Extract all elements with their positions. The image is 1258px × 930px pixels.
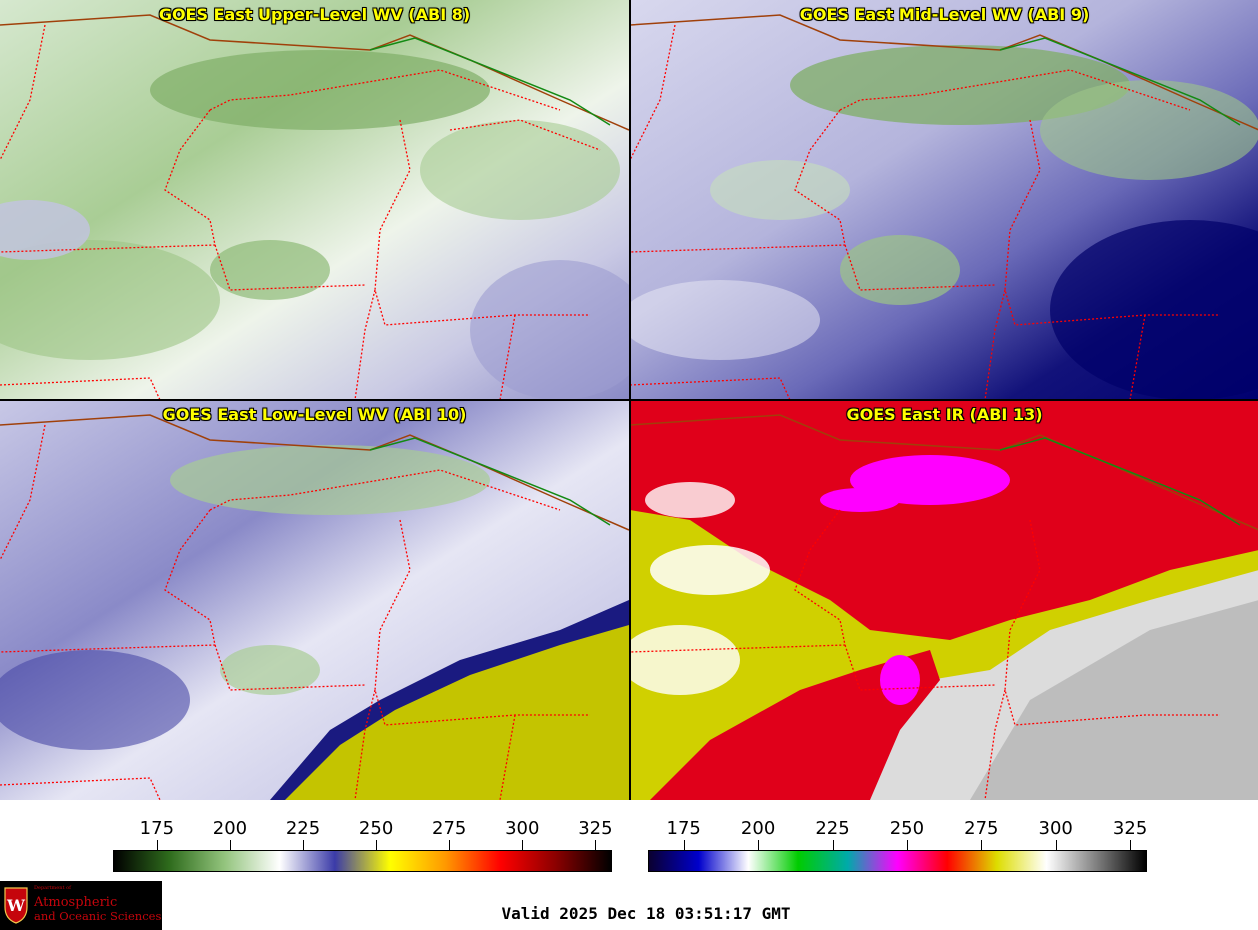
wv-tick-mark: [376, 840, 378, 850]
valid-time: Valid 2025 Dec 18 03:51:17 GMT: [501, 904, 791, 923]
wv-tick-label: 200: [212, 818, 248, 839]
ir-tick-label: 300: [1038, 818, 1073, 839]
ir-tick-mark: [1055, 840, 1057, 850]
panel-upper-wv: GOES East Upper-Level WV (ABI 8): [0, 0, 629, 400]
wv-tick-label: 225: [285, 818, 321, 839]
wv-mid-image: [630, 0, 1258, 400]
wv-tick-label: 300: [505, 818, 540, 839]
ir-tick-label: 275: [964, 818, 999, 839]
ir-tick-mark: [832, 840, 834, 850]
wv-tick-mark: [522, 840, 524, 850]
panel-title: GOES East Low-Level WV (ABI 10): [162, 405, 467, 424]
wv-tick-mark: [156, 840, 158, 850]
panel-title: GOES East Mid-Level WV (ABI 9): [799, 5, 1090, 24]
ir-tick-label: 325: [1112, 818, 1148, 839]
panel-ir: GOES East IR (ABI 13): [630, 400, 1258, 800]
panel-title: GOES East IR (ABI 13): [846, 405, 1043, 424]
wv-tick-label: 325: [578, 818, 613, 839]
wv-tick-mark: [595, 840, 597, 850]
wv-colorbar: [113, 850, 612, 872]
ir-tick-mark: [683, 840, 685, 850]
panel-title: GOES East Upper-Level WV (ABI 8): [158, 5, 471, 24]
ir-tick-mark: [981, 840, 983, 850]
wv-low-image: [0, 400, 629, 800]
ir-image: [630, 400, 1258, 800]
ir-tick-label: 175: [666, 818, 701, 839]
panel-mid-wv: GOES East Mid-Level WV (ABI 9): [630, 0, 1258, 400]
wv-tick-mark: [449, 840, 451, 850]
uw-crest-icon: W: [4, 887, 28, 924]
ir-tick-mark: [1130, 840, 1132, 850]
wv-tick-mark: [303, 840, 305, 850]
ir-colorbar: [648, 850, 1147, 872]
ir-tick-mark: [758, 840, 760, 850]
ir-tick-label: 225: [815, 818, 850, 839]
wv-tick-mark: [229, 840, 231, 850]
logo-line1: Atmospheric: [34, 895, 118, 910]
panel-low-wv: GOES East Low-Level WV (ABI 10): [0, 400, 629, 800]
svg-text:W: W: [6, 896, 26, 915]
aos-logo: W Department of Atmospheric and Oceanic …: [0, 881, 162, 930]
ir-tick-label: 250: [889, 818, 925, 839]
ir-tick-label: 200: [740, 818, 776, 839]
wv-tick-label: 275: [432, 818, 467, 839]
ir-tick-mark: [906, 840, 908, 850]
panel-divider-horizontal: [0, 399, 1258, 401]
wv-tick-label: 175: [139, 818, 175, 839]
wv-upper-image: [0, 0, 629, 400]
logo-dept: Department of: [34, 885, 71, 891]
logo-line2: and Oceanic Sciences: [34, 909, 162, 923]
wv-tick-label: 250: [358, 818, 394, 839]
